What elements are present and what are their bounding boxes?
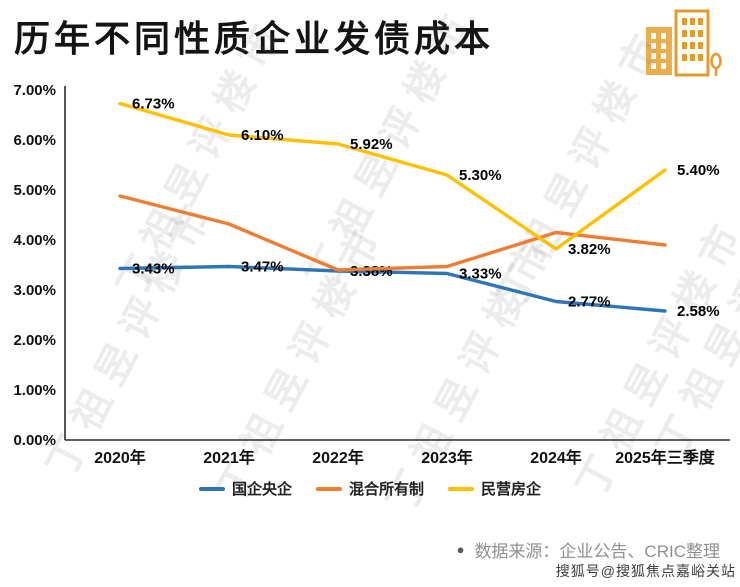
x-axis-tick-label: 2023年 xyxy=(421,448,473,467)
x-axis-tick-label: 2025年三季度 xyxy=(615,448,716,467)
bullet-icon: ● xyxy=(456,542,465,557)
point-label: 3.43% xyxy=(132,261,175,278)
y-axis-tick-label: 3.00% xyxy=(13,282,56,299)
building-small xyxy=(646,27,672,75)
legend-swatch xyxy=(315,486,342,491)
point-label: 5.40% xyxy=(677,162,720,179)
page-title: 历年不同性质企业发债成本 xyxy=(14,18,495,59)
y-axis-tick-label: 4.00% xyxy=(13,232,56,249)
y-axis-tick-label: 7.00% xyxy=(13,82,56,99)
legend-item: 民营房企 xyxy=(448,478,541,499)
legend-label: 国企央企 xyxy=(231,481,292,498)
series-line-2 xyxy=(118,101,667,251)
x-axis-tick-label: 2020年 xyxy=(94,448,146,467)
data-source: ● 数据来源：企业公告、CRIC整理 xyxy=(457,537,720,562)
data-source-text: 数据来源：企业公告、CRIC整理 xyxy=(474,542,720,561)
city-buildings-icon xyxy=(646,9,722,77)
chart-legend: 国企央企 混合所有制 民营房企 xyxy=(0,478,740,499)
legend-swatch xyxy=(448,486,474,491)
watermark-corner: 搜狐号@搜狐焦点嘉峪关站 xyxy=(555,563,736,579)
building-tall xyxy=(674,9,710,77)
y-axis-tick-label: 0.00% xyxy=(13,432,56,449)
y-axis-tick-label: 1.00% xyxy=(13,382,56,399)
point-label: 3.82% xyxy=(568,241,611,258)
legend-item: 国企央企 xyxy=(198,478,292,499)
point-label: 3.33% xyxy=(459,266,502,283)
point-label: 6.10% xyxy=(241,127,284,144)
point-label: 5.92% xyxy=(350,136,393,153)
point-label: 5.30% xyxy=(459,167,502,184)
y-axis-tick-label: 5.00% xyxy=(13,182,56,199)
legend-item: 混合所有制 xyxy=(315,478,424,499)
y-axis-tick-label: 2.00% xyxy=(13,332,56,349)
point-label: 6.73% xyxy=(132,96,175,113)
x-axis-tick-label: 2024年 xyxy=(530,448,582,467)
point-label: 3.47% xyxy=(241,259,284,276)
point-label: 2.77% xyxy=(568,294,611,311)
legend-label: 民营房企 xyxy=(481,481,542,498)
legend-swatch xyxy=(198,486,225,491)
diagonal-watermark-text: 丁祖昱评楼市 xyxy=(489,18,674,314)
point-label: 2.58% xyxy=(677,303,720,320)
y-axis-tick-label: 6.00% xyxy=(13,132,56,149)
point-label: 3.38% xyxy=(350,263,393,280)
legend-label: 混合所有制 xyxy=(348,481,424,498)
x-axis-tick-label: 2022年 xyxy=(312,448,364,467)
x-axis-tick-label: 2021年 xyxy=(203,448,255,467)
series-line-0 xyxy=(118,264,667,313)
